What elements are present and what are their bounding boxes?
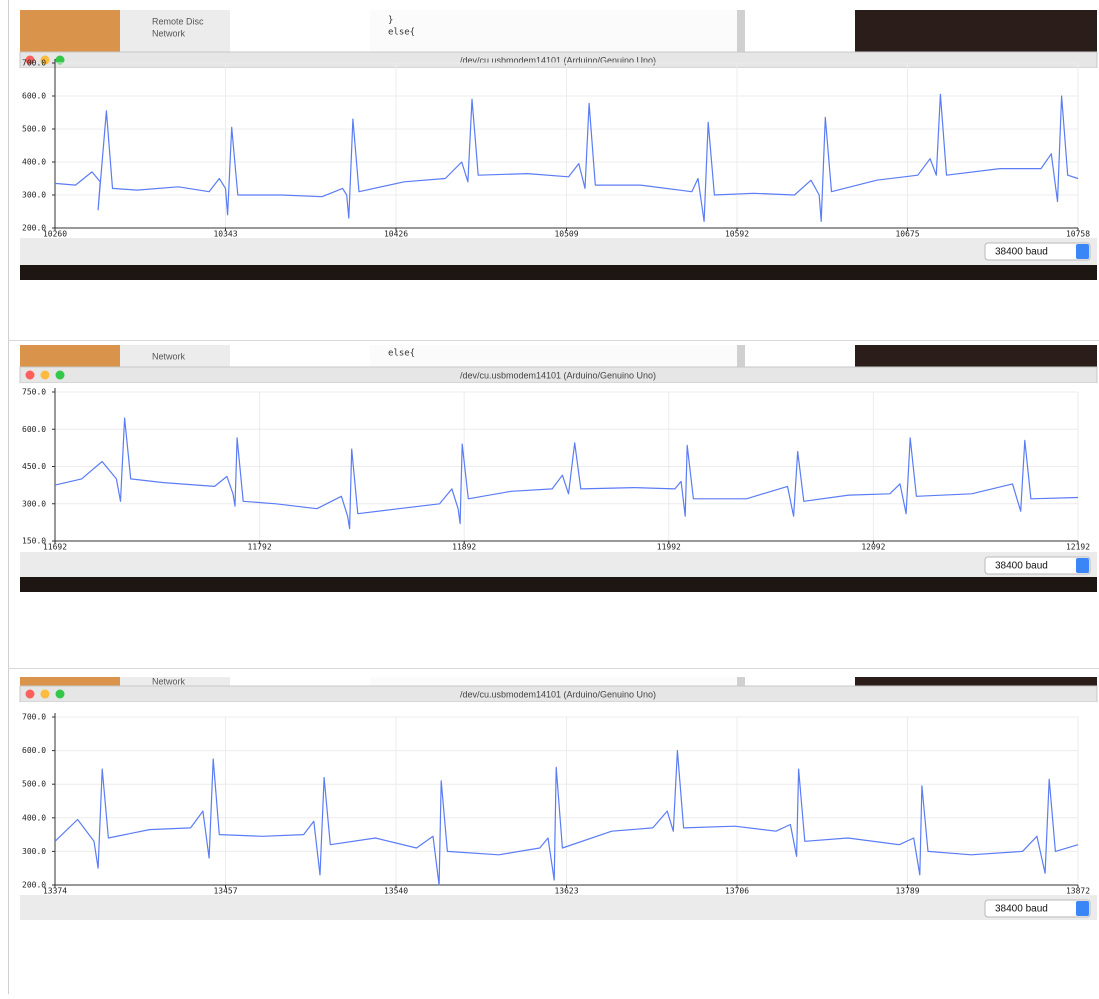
x-tick-label: 11792 <box>248 543 272 552</box>
code-text: else{ <box>388 28 415 38</box>
x-tick-label: 11692 <box>43 543 67 552</box>
x-tick-label: 13789 <box>895 887 919 896</box>
y-tick-label: 400.0 <box>22 158 46 167</box>
y-tick-label: 300.0 <box>22 847 46 856</box>
x-tick-label: 13374 <box>43 887 67 896</box>
x-tick-label: 12092 <box>861 543 885 552</box>
plot-background <box>20 68 1097 238</box>
y-tick-label: 500.0 <box>22 780 46 789</box>
close-button[interactable] <box>26 371 35 380</box>
window-title: /dev/cu.usbmodem14101 (Arduino/Genuino U… <box>460 370 656 380</box>
y-tick-label: 750.0 <box>22 388 46 397</box>
x-tick-label: 10675 <box>895 230 919 239</box>
baud-label: 38400 baud <box>995 247 1048 258</box>
minimize-button[interactable] <box>41 371 50 380</box>
baud-label: 38400 baud <box>995 904 1048 915</box>
x-tick-label: 11892 <box>452 543 476 552</box>
editor-scrollbar <box>737 677 745 686</box>
x-tick-label: 13457 <box>213 887 237 896</box>
x-tick-label: 13706 <box>725 887 749 896</box>
select-arrow[interactable] <box>1076 558 1089 573</box>
y-tick-label: 300.0 <box>22 191 46 200</box>
close-button[interactable] <box>26 690 35 699</box>
sidebar-item: Network <box>152 28 186 38</box>
y-tick-label: 600.0 <box>22 425 46 434</box>
y-tick-label: 400.0 <box>22 813 46 822</box>
x-tick-label: 10343 <box>213 230 237 239</box>
x-tick-label: 10509 <box>554 230 578 239</box>
x-tick-label: 10592 <box>725 230 749 239</box>
sidebar-item: Remote Disc <box>152 16 204 26</box>
window-title: /dev/cu.usbmodem14101 (Arduino/Genuino U… <box>460 55 656 65</box>
x-tick-label: 12192 <box>1066 543 1090 552</box>
editor-scrollbar <box>737 345 745 367</box>
desktop-dark <box>855 10 1097 52</box>
code-text: } <box>388 16 393 26</box>
bottom-bar <box>20 238 1097 265</box>
bottom-bar <box>20 552 1097 577</box>
y-tick-label: 600.0 <box>22 746 46 755</box>
code-text: else{ <box>388 349 415 359</box>
desktop-dark <box>855 345 1097 367</box>
x-tick-label: 13872 <box>1066 887 1090 896</box>
zoom-button[interactable] <box>56 690 65 699</box>
x-tick-label: 11992 <box>657 543 681 552</box>
window-title: /dev/cu.usbmodem14101 (Arduino/Genuino U… <box>460 689 656 699</box>
y-tick-label: 450.0 <box>22 462 46 471</box>
desktop-dark-bottom <box>20 265 1097 280</box>
desktop-wallpaper <box>20 345 120 367</box>
code-editor <box>370 677 740 686</box>
desktop-dark <box>855 677 1097 686</box>
select-arrow[interactable] <box>1076 901 1089 916</box>
x-tick-label: 13540 <box>384 887 408 896</box>
desktop-dark-bottom <box>20 577 1097 592</box>
x-tick-label: 10260 <box>43 230 67 239</box>
y-tick-label: 500.0 <box>22 125 46 134</box>
bottom-bar <box>20 895 1097 920</box>
desktop-wallpaper <box>20 677 120 686</box>
y-tick-label: 600.0 <box>22 92 46 101</box>
y-tick-label: 700.0 <box>22 59 46 68</box>
editor-scrollbar <box>737 10 745 52</box>
plot-background <box>20 383 1097 552</box>
y-tick-label: 300.0 <box>22 499 46 508</box>
desktop-wallpaper <box>20 10 120 52</box>
minimize-button[interactable] <box>41 690 50 699</box>
code-editor <box>370 10 740 52</box>
x-tick-label: 13623 <box>554 887 578 896</box>
select-arrow[interactable] <box>1076 244 1089 259</box>
x-tick-label: 10758 <box>1066 230 1090 239</box>
code-editor <box>370 345 740 367</box>
x-tick-label: 10426 <box>384 230 408 239</box>
screenshot: Remote Disc Network} else{ /dev/cu.usbmodem… <box>0 0 1099 994</box>
sidebar-item: Network <box>152 676 186 686</box>
baud-label: 38400 baud <box>995 561 1048 572</box>
y-tick-label: 700.0 <box>22 713 46 722</box>
zoom-button[interactable] <box>56 371 65 380</box>
sidebar-item: Network <box>152 351 186 361</box>
